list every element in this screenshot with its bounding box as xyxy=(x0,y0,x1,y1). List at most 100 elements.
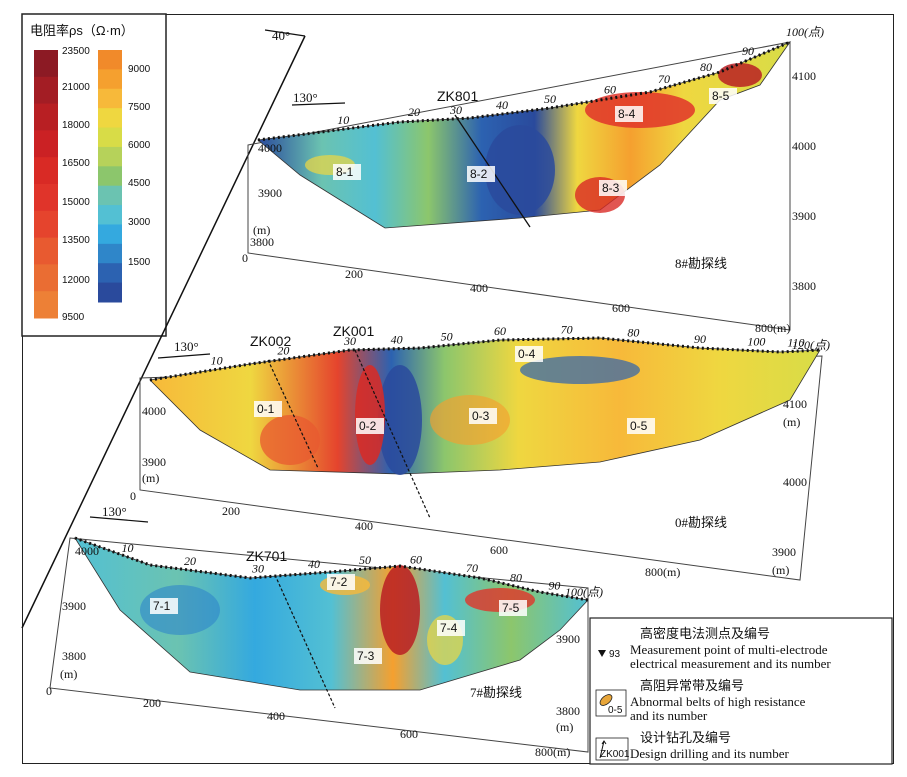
y-tick-label: (m) xyxy=(783,415,800,429)
anomaly-label: 8-3 xyxy=(602,181,620,195)
section0-drill-label-1: ZK002 xyxy=(250,333,291,349)
measurement-point-label: 10 xyxy=(337,113,349,127)
anomaly-label-bg xyxy=(627,418,655,434)
anomaly-label: 8-4 xyxy=(618,107,636,121)
measurement-point-label: 90 xyxy=(742,44,754,58)
section8-drill-label: ZK801 xyxy=(437,88,478,104)
anomaly-label-bg xyxy=(333,164,361,180)
anomaly-label-bg xyxy=(499,600,527,616)
section7-y-axis-left: 4000 3900 3800 (m) xyxy=(60,544,99,681)
measurement-point-label: 10 xyxy=(211,353,223,367)
y-tick-label: 4000 xyxy=(792,139,816,153)
measurement-point-label: 90 xyxy=(694,332,706,346)
y-tick-label: 3900 xyxy=(792,209,816,223)
y-tick-label: (m) xyxy=(772,563,789,577)
y-tick-label: 3900 xyxy=(142,455,166,469)
color-scale-right-label: 6000 xyxy=(128,140,151,151)
color-scale-left-label: 15000 xyxy=(62,197,90,208)
color-scale-left-band xyxy=(34,184,58,212)
y-tick-label: 4100 xyxy=(792,69,816,83)
x-tick-label: 0 xyxy=(46,684,52,698)
legend-item2-en1: Abnormal belts of high resistance xyxy=(630,694,806,709)
y-tick-label: 3900 xyxy=(556,632,580,646)
section0-electrode-line xyxy=(149,336,821,382)
anomaly-label: 8-5 xyxy=(712,89,730,103)
anomaly-label: 7-5 xyxy=(502,601,520,615)
color-scale-left-band xyxy=(34,210,58,239)
color-scale-left-band xyxy=(34,157,58,185)
anomaly-label: 0-5 xyxy=(630,419,648,433)
anomaly-label: 7-4 xyxy=(440,621,458,635)
measurement-point-label: 50 xyxy=(544,92,556,106)
measurement-point-label: 40 xyxy=(391,333,403,347)
legend-item2-en2: and its number xyxy=(630,708,708,723)
section8-low-body xyxy=(485,125,555,215)
section7-title: 7#勘探线 xyxy=(470,685,522,700)
x-tick-label: 200 xyxy=(222,504,240,518)
y-tick-label: 4000 xyxy=(142,404,166,418)
color-scale-left-labels: 23500 21000 18000 16500 15000 13500 12000 9500 xyxy=(62,46,90,323)
measurement-point-label: 70 xyxy=(658,72,670,86)
anomaly-label: 7-2 xyxy=(330,575,348,589)
color-scale-right-label: 4500 xyxy=(128,178,151,189)
x-tick-label: 400 xyxy=(267,709,285,723)
color-scale-right-band xyxy=(98,166,122,187)
color-scale-title: 电阻率ρs（Ω·m） xyxy=(30,23,134,38)
north-angle-line xyxy=(264,29,306,37)
anomaly-label-bg xyxy=(467,166,495,182)
section0-x-axis: 0 200 400 600 800(m) xyxy=(130,489,680,579)
measurement-point-label: 20 xyxy=(184,554,196,568)
anomaly-label-bg xyxy=(437,620,465,636)
measurement-point-label: 40 xyxy=(496,98,508,112)
section7-x-axis: 0 200 400 600 800(m) xyxy=(46,684,570,759)
section7-y-axis-right: 3900 3800 (m) xyxy=(556,632,580,734)
measurement-point-label: 30 xyxy=(343,334,356,348)
section0-drill-label-2: ZK001 xyxy=(333,323,374,339)
section0-angle-label: 130° xyxy=(174,339,199,354)
measurement-point-label: 60 xyxy=(410,552,422,566)
section7-point-labels: 10 20 30 40 50 60 70 80 90 xyxy=(122,541,561,593)
measurement-point-label: 40 xyxy=(308,557,320,571)
y-tick-label: 3800 xyxy=(62,649,86,663)
y-tick-label: 4000 xyxy=(75,544,99,558)
color-scale-right-band xyxy=(98,69,122,90)
color-scale-right-band xyxy=(98,185,122,206)
color-scale-right-label: 9000 xyxy=(128,64,151,75)
symbol-legend-box xyxy=(589,617,893,765)
section0-y-axis-right: 4100 (m) 4000 3900 (m) xyxy=(772,397,807,577)
measurement-point-label: 30 xyxy=(449,103,462,117)
color-scale-left-label: 23500 xyxy=(62,46,90,57)
section8-x-axis: 0 200 400 600 800(m) xyxy=(242,251,790,335)
x-tick-label: 800(m) xyxy=(645,565,680,579)
color-scale-left-band xyxy=(34,76,58,105)
y-tick-label: (m) xyxy=(60,667,77,681)
section7-angle-arrow xyxy=(89,516,149,523)
section-line0: ZK002 ZK001 130° 120(点) 0#勘探线 10 20 30 40 50… xyxy=(130,323,830,581)
color-scale-left-label: 18000 xyxy=(62,120,90,131)
y-tick-label: 4000 xyxy=(258,141,282,155)
x-tick-label: 400 xyxy=(470,281,488,295)
color-scale-right-band xyxy=(98,88,122,109)
y-tick-label: 3900 xyxy=(62,599,86,613)
drill-icon-box xyxy=(595,737,629,761)
measurement-point-label: 70 xyxy=(561,323,573,337)
color-scale-right-band xyxy=(98,243,122,264)
anomaly-label: 0-4 xyxy=(518,347,536,361)
y-tick-label: 4100 xyxy=(783,397,807,411)
measurement-point-label: 80 xyxy=(627,325,639,339)
section8-anomaly-8-5-zone xyxy=(718,63,762,87)
color-scale-right-band xyxy=(98,263,122,284)
legend-item1-sym: 93 xyxy=(609,649,621,660)
color-scale-left-bar xyxy=(34,50,58,319)
legend-item1-en1: Measurement point of multi-electrode xyxy=(630,642,828,657)
section8-anomaly-labels: 8-1 8-2 8-3 8-4 8-5 xyxy=(333,88,737,196)
color-scale-left-band xyxy=(34,291,58,319)
section0-anomaly-0-2-zone xyxy=(355,365,385,465)
y-tick-label: (m) xyxy=(142,471,159,485)
color-scale-left-band xyxy=(34,237,58,265)
color-scale-right-label: 3000 xyxy=(128,217,151,228)
anomaly-label-bg xyxy=(709,88,737,104)
anomaly-label-bg xyxy=(327,574,355,590)
legend-item1-en2: electrical measurement and its number xyxy=(630,656,831,671)
section0-end-label: 120(点) xyxy=(792,338,830,352)
